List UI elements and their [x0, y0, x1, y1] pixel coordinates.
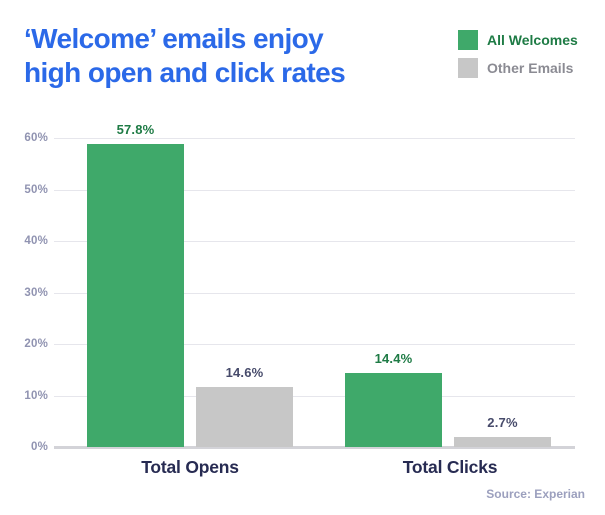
bar-other-emails-total-clicks [454, 437, 551, 447]
legend-swatch-green [458, 30, 478, 50]
bar-all-welcomes-total-opens [87, 144, 184, 447]
x-axis-label-total-clicks: Total Clicks [402, 457, 498, 477]
gridline-50pct [54, 190, 575, 191]
legend-label-other-emails: Other Emails [487, 60, 574, 76]
bar-value-label-all-welcomes-total-clicks: 14.4% [374, 351, 413, 366]
y-axis-tick-10pct: 10% [24, 390, 48, 402]
chart-title: ‘Welcome’ emails enjoy high open and cli… [24, 22, 346, 90]
gridline-30pct [54, 293, 575, 294]
y-axis-tick-30pct: 30% [24, 287, 48, 299]
gridline-20pct [54, 344, 575, 345]
bar-value-label-other-emails-total-opens: 14.6% [225, 365, 264, 380]
chart-title-line-2: high open and click rates [24, 57, 346, 88]
gridline-60pct [54, 138, 575, 139]
bar-other-emails-total-opens [196, 387, 293, 447]
x-axis-baseline [54, 446, 575, 449]
legend-label-all-welcomes: All Welcomes [487, 32, 578, 48]
chart-title-line-1: ‘Welcome’ emails enjoy [24, 23, 324, 54]
source-attribution: Source: Experian [486, 487, 585, 501]
y-axis-tick-50pct: 50% [24, 184, 48, 196]
y-axis-tick-40pct: 40% [24, 235, 48, 247]
bar-value-label-all-welcomes-total-opens: 57.8% [116, 122, 155, 137]
bar-value-label-other-emails-total-clicks: 2.7% [487, 415, 518, 430]
y-axis-tick-60pct: 60% [24, 132, 48, 144]
legend: All Welcomes Other Emails [458, 30, 578, 86]
legend-swatch-gray [458, 58, 478, 78]
gridline-40pct [54, 241, 575, 242]
legend-item-other-emails: Other Emails [458, 58, 578, 78]
y-axis-tick-20pct: 20% [24, 338, 48, 350]
gridline-10pct [54, 396, 575, 397]
x-axis-label-total-opens: Total Opens [141, 457, 239, 477]
legend-item-all-welcomes: All Welcomes [458, 30, 578, 50]
y-axis-tick-0pct: 0% [30, 441, 48, 453]
bar-all-welcomes-total-clicks [345, 373, 442, 447]
